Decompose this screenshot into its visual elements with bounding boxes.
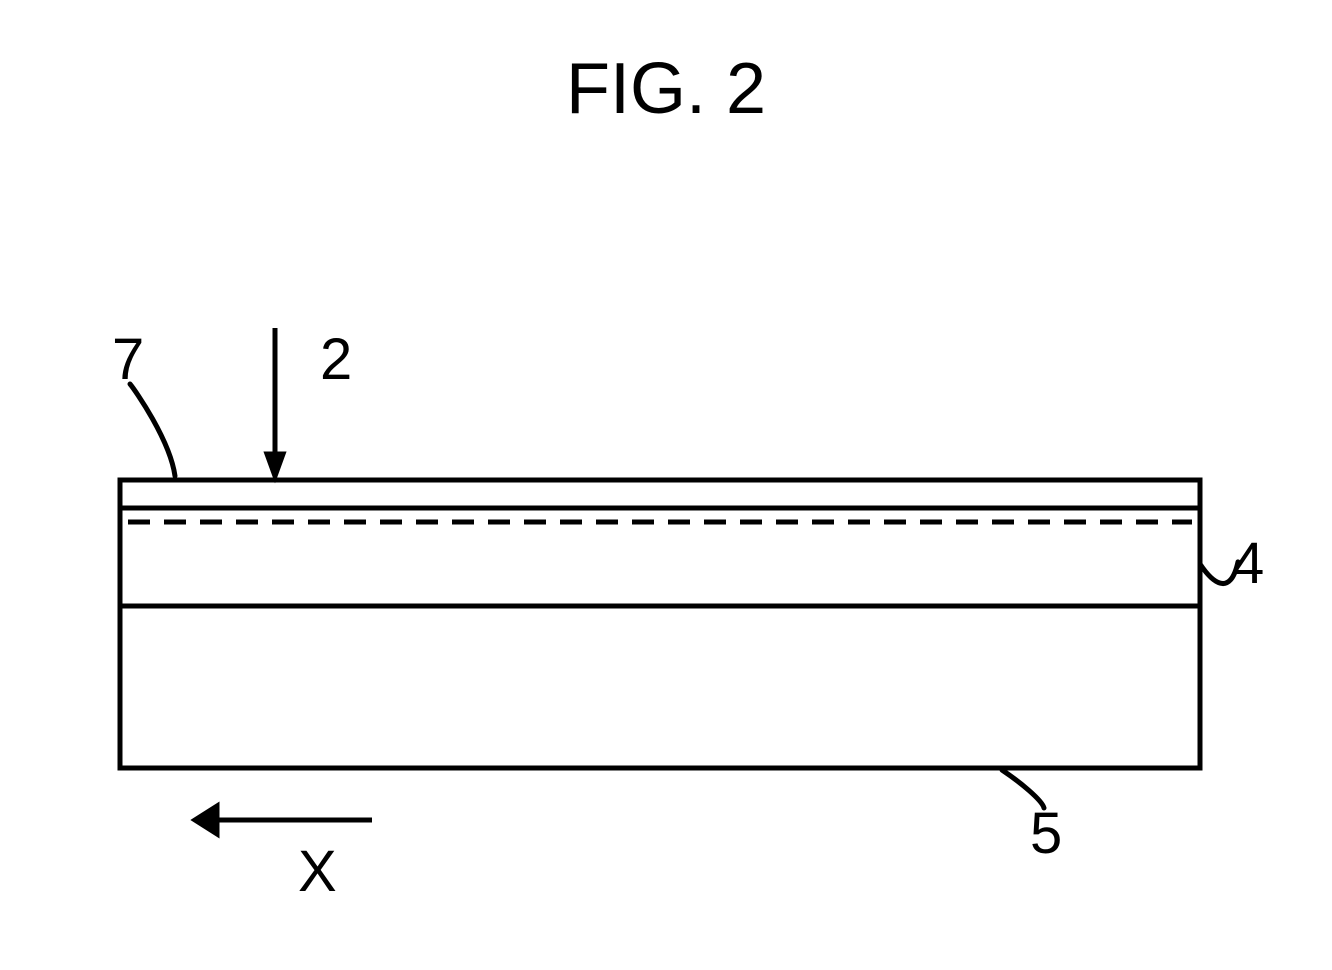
diagram-group	[120, 328, 1238, 834]
diagram-svg	[0, 0, 1332, 970]
